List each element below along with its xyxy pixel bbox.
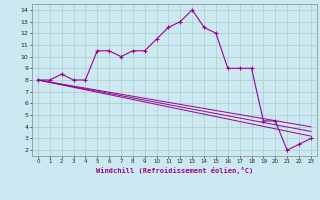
X-axis label: Windchill (Refroidissement éolien,°C): Windchill (Refroidissement éolien,°C) xyxy=(96,167,253,174)
